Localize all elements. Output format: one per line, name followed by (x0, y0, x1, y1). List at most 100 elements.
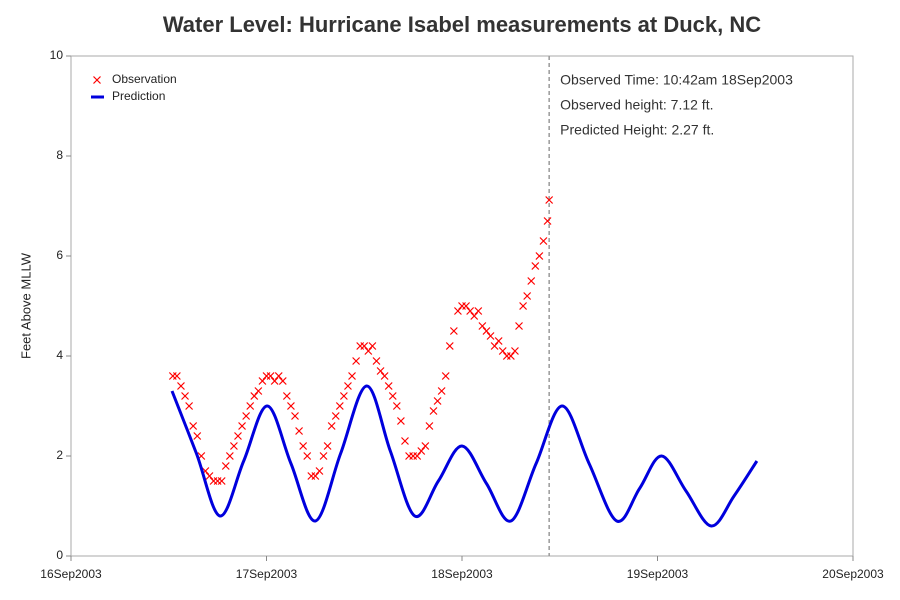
observation-point (449, 327, 458, 335)
observation-point (372, 357, 381, 365)
annotation: Observed height: 7.12 ft. (560, 97, 713, 113)
marker-stroke (486, 332, 495, 340)
marker-stroke (543, 217, 552, 225)
marker-stroke (433, 397, 442, 405)
marker-stroke (319, 452, 328, 460)
marker-stroke (242, 412, 251, 420)
marker-stroke (535, 252, 544, 260)
marker-stroke (229, 442, 238, 450)
observation-point (515, 322, 523, 330)
marker-stroke (376, 367, 385, 375)
observation-point (511, 347, 519, 355)
marker-stroke (339, 392, 348, 400)
marker-stroke (193, 432, 202, 440)
observation-point (482, 327, 491, 335)
marker-stroke (274, 372, 283, 380)
marker-stroke (295, 427, 304, 435)
observation-point (172, 372, 181, 380)
marker-stroke (429, 407, 438, 415)
observation-point (319, 452, 328, 460)
marker-stroke (380, 372, 389, 380)
observation-point (344, 382, 352, 390)
marker-stroke (225, 452, 234, 460)
y-tick-label: 6 (56, 248, 63, 262)
marker-stroke (246, 402, 255, 410)
observation-point (454, 307, 462, 315)
marker-stroke (421, 442, 430, 450)
marker-stroke (181, 392, 189, 400)
marker-stroke (327, 422, 336, 430)
observation-point (364, 347, 373, 355)
observation-point (266, 372, 275, 380)
observation-point (417, 447, 426, 455)
marker-stroke (519, 302, 528, 310)
observation-point (401, 437, 409, 445)
legend-label: Prediction (112, 89, 165, 103)
observation-point (217, 477, 226, 485)
observation-point (282, 392, 291, 400)
marker-stroke (360, 342, 369, 350)
marker-stroke (250, 392, 259, 400)
annotation: Observed Time: 10:42am 18Sep2003 (560, 72, 793, 88)
observation-point (352, 357, 361, 365)
marker-stroke (238, 422, 246, 430)
marker-stroke (311, 472, 320, 480)
marker-stroke (287, 402, 295, 410)
observation-point (323, 442, 332, 450)
marker-stroke (254, 387, 263, 395)
marker-stroke (315, 467, 324, 475)
marker-stroke (523, 292, 532, 300)
observation-point (368, 342, 377, 350)
observation-point (519, 302, 528, 310)
observation-point (225, 452, 234, 460)
observation-point (523, 292, 532, 300)
observation-point (392, 402, 401, 410)
observation-point (181, 392, 189, 400)
marker-stroke (172, 372, 181, 380)
marker-stroke (348, 372, 356, 380)
x-tick-label: 18Sep2003 (431, 567, 493, 581)
observation-point (384, 382, 393, 390)
observation-point (242, 412, 251, 420)
legend-swatch (93, 76, 101, 84)
marker-stroke (545, 196, 554, 204)
marker-stroke (364, 347, 373, 355)
y-tick-label: 10 (50, 48, 64, 62)
observation-point (234, 432, 242, 440)
marker-stroke (441, 372, 450, 380)
observation-point (339, 392, 348, 400)
marker-stroke (368, 342, 377, 350)
marker-stroke (258, 377, 267, 385)
observation-point (193, 432, 202, 440)
observation-point (433, 397, 442, 405)
observation-point (254, 387, 263, 395)
observation-point (335, 402, 344, 410)
marker-stroke (539, 237, 548, 245)
observation-point (229, 442, 238, 450)
marker-stroke (323, 442, 332, 450)
x-tick-label: 17Sep2003 (236, 567, 298, 581)
y-tick-label: 2 (56, 448, 63, 462)
observation-point (421, 442, 430, 450)
marker-stroke (531, 262, 540, 270)
observation-point (360, 342, 369, 350)
observation-point (437, 387, 446, 395)
observation-point (466, 307, 475, 315)
marker-stroke (462, 302, 470, 310)
y-axis-label: Feet Above MLLW (18, 252, 33, 359)
marker-stroke (449, 327, 458, 335)
marker-stroke (270, 377, 279, 385)
legend-label: Observation (112, 72, 177, 86)
observation-point (376, 367, 385, 375)
marker-stroke (266, 372, 275, 380)
x-tick-label: 16Sep2003 (40, 567, 102, 581)
observation-point (189, 422, 198, 430)
marker-stroke (454, 307, 462, 315)
observation-point (205, 472, 214, 480)
y-tick-label: 4 (56, 348, 63, 362)
marker-stroke (413, 452, 422, 460)
observation-point (494, 337, 503, 345)
marker-stroke (506, 352, 515, 360)
marker-stroke (217, 477, 226, 485)
marker-stroke (401, 437, 409, 445)
